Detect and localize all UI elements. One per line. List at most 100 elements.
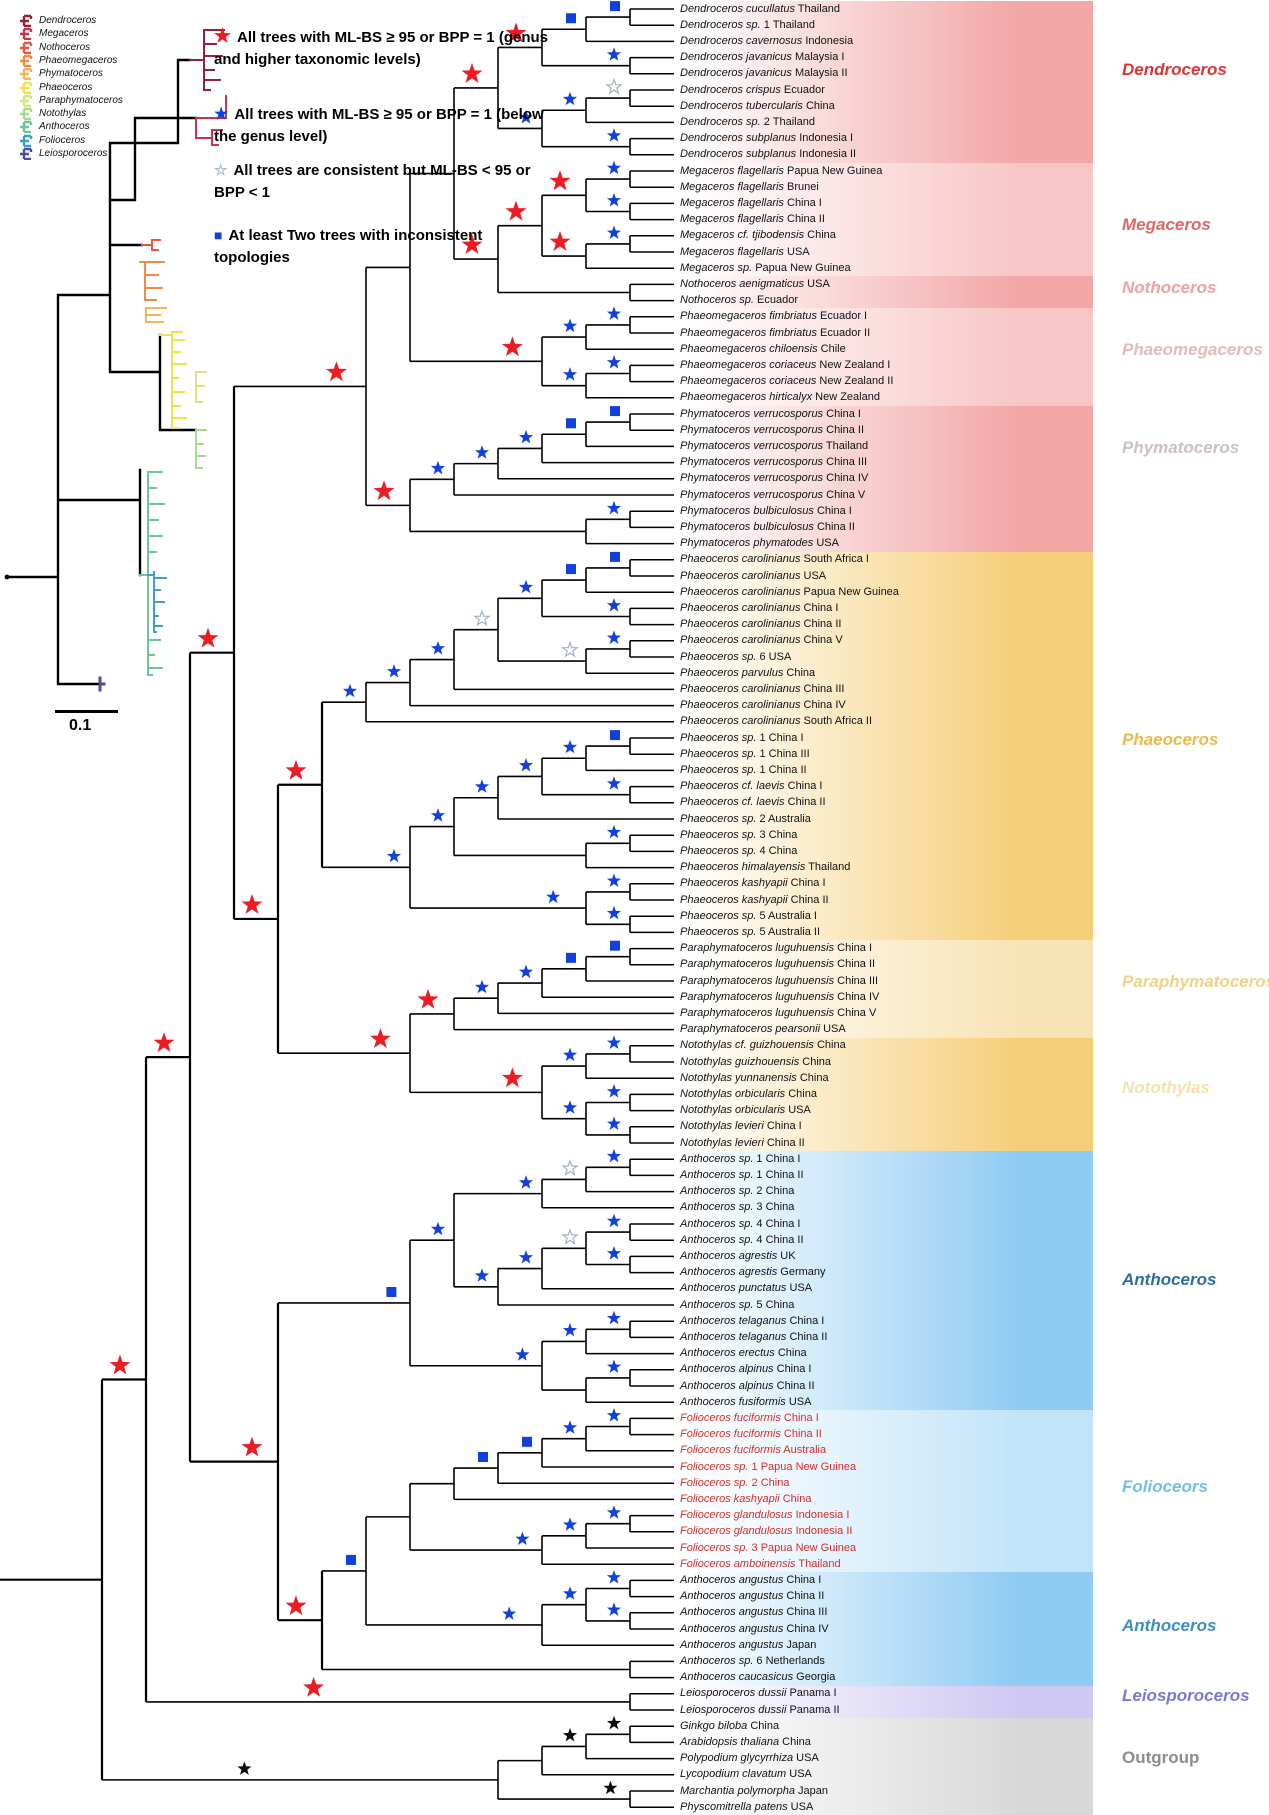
blue-star-node-symbol	[562, 1586, 578, 1600]
tip-label: Phaeoceros cf. laevis China II	[680, 796, 826, 809]
blue-star-node-symbol	[518, 964, 534, 979]
black-star-node-symbol	[562, 1727, 578, 1742]
genus-label-leiosporoceros: Leiosporoceros	[1122, 1686, 1250, 1705]
genus-band-dendroceros	[686, 1, 1093, 163]
white-star-node-symbol	[561, 640, 579, 658]
blue-star-node-symbol	[606, 824, 622, 839]
tip-label: Folioceros kashyapii China	[680, 1492, 812, 1505]
tip-label: Paraphymatoceros luguhuensis China V	[680, 1006, 877, 1019]
tip-label: Notothylas cf. guizhouensis China	[680, 1039, 846, 1052]
genus-legend-item: Folioceros	[19, 134, 85, 147]
blue-star-node-symbol	[606, 500, 622, 515]
white-star-node-symbol	[605, 77, 623, 95]
white-star-node-symbol	[561, 1159, 579, 1176]
blue-star-node-symbol	[430, 460, 446, 475]
legend-text: All trees with ML-BS ≥ 95 or BPP = 1 (be…	[214, 106, 544, 145]
blue-star-node-symbol	[474, 979, 490, 994]
genus-band-phaeomegaceros	[686, 308, 1093, 406]
blue-star-node-symbol	[562, 739, 578, 754]
tip-label: Leiosporoceros dussii Panama I	[680, 1687, 837, 1700]
genus-band-nothoceros	[686, 276, 1093, 308]
branch-icon	[20, 107, 33, 121]
tip-label: Phaeoceros sp. 1 China II	[680, 763, 807, 776]
tip-label: Anthoceros sp. 1 China II	[680, 1168, 804, 1181]
genus-band-paraphymatoceros	[686, 940, 1093, 1038]
blue-star-node-symbol	[386, 848, 402, 863]
red-star-node-symbol	[303, 1676, 325, 1697]
tip-label: Megaceros flagellaris USA	[680, 245, 810, 258]
blue-star-node-symbol	[502, 1606, 517, 1620]
tip-label: Phymatoceros phymatodes USA	[680, 537, 839, 550]
tip-label: Phaeoceros sp. 5 Australia I	[680, 909, 817, 922]
tip-label: Leiosporoceros dussii Panama II	[680, 1703, 840, 1716]
genus-legend-item: Phaeoceros	[19, 81, 92, 94]
tip-label: Nothoceros aenigmaticus USA	[680, 277, 830, 290]
tip-label: Anthoceros sp. 4 China I	[680, 1217, 801, 1230]
genus-legend-label: Phymatoceros	[39, 68, 103, 80]
branch-icon	[20, 147, 33, 160]
tip-label: Anthoceros angustus China I	[680, 1573, 822, 1586]
genus-legend-label: Anthoceros	[39, 121, 90, 133]
genus-legend-label: Notothylas	[39, 108, 87, 120]
blue-star-node-symbol	[606, 1148, 622, 1163]
genus-band-phaeoceros	[686, 552, 1093, 940]
blue-star-node-symbol	[562, 1517, 578, 1531]
branch-icon	[20, 81, 33, 94]
tip-label: Phymatoceros verrucosporus China I	[680, 407, 861, 420]
tip-label: Anthoceros sp. 3 China	[680, 1201, 795, 1214]
blue-star-node-symbol	[606, 1505, 622, 1519]
scale-bar-line	[55, 710, 118, 713]
tip-label: Phymatoceros verrucosporus China V	[680, 488, 866, 501]
tip-label: Dendroceros tubercularis China	[680, 99, 835, 112]
blue-star-node-symbol	[606, 630, 622, 644]
tip-label: Anthoceros telaganus China I	[680, 1314, 825, 1327]
blue-star-node-symbol	[606, 225, 622, 239]
tip-label: Phaeoceros carolinianus South Africa II	[680, 715, 873, 728]
genus-legend-item: Leiosporoceros	[19, 147, 107, 160]
tip-label: Phaeoceros cf. laevis China I	[680, 780, 823, 793]
genus-band-leiosporoceros	[686, 1686, 1093, 1718]
blue-star-node-symbol	[515, 1531, 530, 1546]
blue-star-node-symbol	[342, 683, 358, 698]
blue-star-node-symbol	[474, 445, 490, 459]
blue-square-node-symbol	[478, 1452, 488, 1463]
tip-label: Anthoceros telaganus China II	[680, 1330, 828, 1343]
blue-square-node-symbol	[566, 564, 576, 575]
tip-label: Arabidopsis thaliana China	[680, 1735, 811, 1748]
red-star-node-symbol	[241, 894, 263, 914]
tip-label: Notothylas guizhouensis China	[680, 1055, 832, 1068]
tip-label: Megaceros sp. Papua New Guinea	[680, 261, 851, 274]
tip-label: Phaeoceros sp. 4 China	[680, 844, 798, 857]
tip-label: Phaeoceros sp. 1 China I	[680, 731, 804, 744]
tip-label: Folioceros glandulosus Indonesia I	[680, 1509, 850, 1522]
tip-label: Dendroceros crispus Ecuador	[680, 83, 825, 96]
branch-icon	[20, 41, 33, 54]
tip-label: Folioceros sp. 1 Papua New Guinea	[680, 1460, 857, 1473]
blue-star-node-symbol	[606, 873, 622, 887]
tip-label: Phaeomegaceros fimbriatus Ecuador I	[680, 310, 868, 323]
genus-legend-item: Nothoceros	[19, 41, 90, 54]
blue-star-node-symbol	[606, 1213, 622, 1228]
tip-label: Notothylas yunnanensis China	[680, 1071, 829, 1084]
tip-label: Dendroceros subplanus Indonesia I	[680, 132, 854, 145]
tip-label: Anthoceros sp. 4 China II	[680, 1233, 804, 1246]
tip-label: Dendroceros javanicus Malaysia II	[680, 67, 848, 80]
blue-square-node-symbol	[522, 1436, 532, 1447]
tip-label: Phaeoceros carolinianus South Africa I	[680, 553, 869, 566]
genus-band-folioceors	[686, 1410, 1093, 1572]
black-star-node-symbol	[606, 1715, 622, 1730]
genus-label-megaceros: Megaceros	[1122, 215, 1211, 234]
red-star-node-symbol	[373, 480, 395, 501]
blue-square-node-symbol	[610, 1, 620, 12]
genus-legend-label: Folioceros	[39, 134, 86, 146]
blue-star-node-symbol	[606, 306, 622, 320]
tip-label: Phaeomegaceros chiloensis Chile	[680, 342, 846, 355]
tip-label: Anthoceros fusiformis USA	[680, 1395, 812, 1408]
genus-band-notothylas	[686, 1038, 1093, 1151]
tip-label: Phaeoceros himalayensis Thailand	[680, 861, 851, 874]
tip-label: Phymatoceros verrucosporus China IV	[680, 472, 869, 485]
tip-label: Megaceros flagellaris China I	[680, 196, 822, 209]
genus-legend-item: Phaeomegaceros	[19, 54, 117, 67]
legend-item-blue-square: ■ At least Two trees with inconsistent to…	[214, 224, 559, 269]
tip-label: Phaeoceros carolinianus China V	[680, 634, 843, 647]
